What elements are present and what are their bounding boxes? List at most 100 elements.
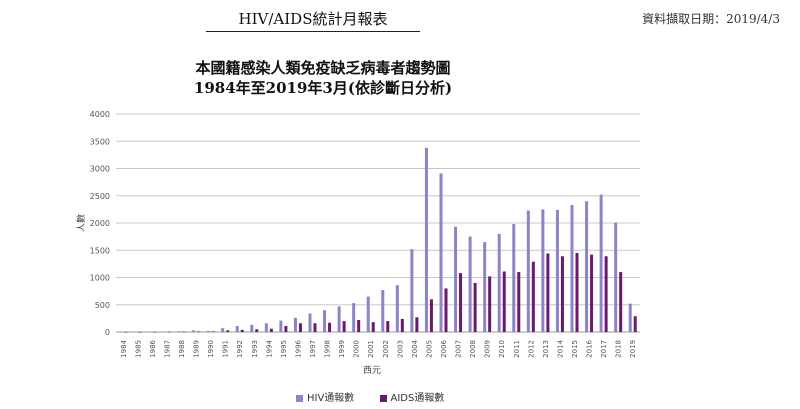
- bar-aids: [313, 323, 317, 332]
- bar-hiv: [599, 194, 603, 332]
- bar-aids: [386, 321, 390, 332]
- x-tick-label: 2000: [353, 340, 361, 358]
- x-tick-label: 1984: [120, 339, 128, 357]
- bar-aids: [604, 256, 608, 332]
- bar-hiv: [206, 330, 210, 332]
- data-date: 資料擷取日期：2019/4/3: [642, 12, 780, 26]
- legend-item-hiv: HIV通報數: [296, 389, 354, 404]
- bar-hiv: [337, 306, 341, 332]
- x-axis-label: 西元: [363, 365, 381, 376]
- bar-aids: [488, 276, 492, 332]
- bar-hiv: [410, 249, 414, 332]
- bar-aids: [284, 326, 288, 332]
- y-tick-label: 0: [105, 328, 110, 337]
- bar-hiv: [250, 324, 254, 332]
- x-tick-label: 1991: [222, 340, 230, 358]
- x-tick-label: 2005: [425, 340, 433, 358]
- y-tick-label: 3500: [90, 137, 110, 146]
- x-tick-label: 2008: [469, 340, 477, 358]
- x-tick-label: 1998: [324, 340, 332, 358]
- x-tick-label: 2011: [513, 340, 521, 358]
- bar-aids: [400, 318, 404, 332]
- bar-hiv: [177, 331, 181, 332]
- x-tick-label: 2006: [440, 339, 448, 357]
- bar-hiv: [512, 224, 516, 332]
- bar-hiv: [424, 147, 428, 332]
- x-tick-label: 2019: [629, 340, 637, 358]
- legend-label-aids: AIDS通報數: [390, 393, 445, 404]
- chart-title: 本國籍感染人類免疫缺乏病毒者趨勢圖 1984年至2019年3月(依診斷日分析): [130, 58, 516, 98]
- bar-aids: [560, 256, 564, 332]
- bar-hiv: [323, 310, 327, 332]
- y-tick-label: 1000: [90, 274, 110, 283]
- bar-hiv: [162, 331, 166, 333]
- bar-aids: [197, 331, 201, 333]
- chart-legend: HIV通報數 AIDS通報數: [296, 389, 466, 404]
- x-tick-label: 1994: [265, 339, 273, 357]
- bar-aids: [517, 272, 521, 332]
- legend-swatch-hiv: [296, 394, 303, 402]
- bar-aids: [211, 331, 215, 332]
- bar-hiv: [541, 209, 545, 332]
- x-tick-label: 2018: [615, 340, 623, 358]
- bar-aids: [328, 322, 332, 332]
- x-tick-label: 2001: [367, 340, 375, 358]
- x-tick-label: 2017: [600, 340, 608, 358]
- bar-aids: [415, 317, 419, 332]
- x-tick-label: 2002: [382, 340, 390, 358]
- bar-hiv: [585, 201, 589, 332]
- bar-aids: [182, 331, 186, 333]
- x-tick-label: 2014: [556, 339, 564, 357]
- bar-aids: [153, 331, 157, 333]
- x-tick-label: 1989: [193, 340, 201, 358]
- bar-hiv: [497, 233, 501, 332]
- bar-hiv: [366, 296, 370, 332]
- y-tick-label: 2000: [90, 219, 110, 228]
- x-tick-label: 2016: [586, 339, 594, 357]
- bar-aids: [429, 299, 433, 332]
- bar-hiv: [526, 210, 530, 332]
- bar-aids: [619, 272, 623, 332]
- bar-aids: [546, 253, 550, 332]
- x-tick-label: 1990: [207, 340, 215, 358]
- bar-aids: [473, 282, 477, 332]
- bar-aids: [298, 323, 302, 332]
- bar-aids: [357, 320, 361, 332]
- bar-aids: [371, 322, 375, 332]
- bar-hiv: [308, 313, 312, 332]
- bar-hiv: [235, 326, 239, 332]
- bar-aids: [531, 261, 535, 332]
- bar-hiv: [221, 328, 225, 332]
- bar-aids: [269, 328, 273, 332]
- bar-aids: [590, 254, 594, 332]
- bar-aids: [575, 252, 579, 332]
- bar-hiv: [293, 317, 297, 332]
- bar-hiv: [279, 320, 283, 332]
- x-tick-label: 2009: [484, 340, 492, 358]
- bar-hiv: [483, 242, 487, 332]
- x-tick-label: 1986: [149, 339, 157, 357]
- chart-title-line1: 本國籍感染人類免疫缺乏病毒者趨勢圖: [195, 59, 451, 77]
- x-tick-label: 2015: [571, 340, 579, 358]
- bar-hiv: [148, 331, 152, 333]
- bar-hiv: [119, 331, 123, 333]
- y-tick-label: 2500: [90, 192, 110, 201]
- x-tick-label: 2007: [455, 340, 463, 358]
- bar-aids: [255, 329, 259, 332]
- bar-hiv: [439, 173, 443, 332]
- y-axis-label: 人數: [75, 214, 87, 232]
- x-tick-label: 2004: [411, 339, 419, 357]
- x-tick-label: 2003: [396, 340, 404, 358]
- x-tick-label: 1992: [236, 340, 244, 358]
- bar-hiv: [454, 226, 458, 332]
- x-tick-label: 1995: [280, 340, 288, 358]
- bar-hiv: [381, 290, 385, 332]
- bar-aids: [167, 331, 171, 333]
- bar-hiv: [133, 331, 137, 333]
- y-tick-label: 4000: [90, 110, 110, 119]
- chart-title-line2: 1984年至2019年3月(依診斷日分析): [193, 79, 453, 97]
- bar-aids: [138, 331, 142, 333]
- x-tick-label: 2013: [542, 340, 550, 358]
- y-tick-label: 1500: [90, 246, 110, 255]
